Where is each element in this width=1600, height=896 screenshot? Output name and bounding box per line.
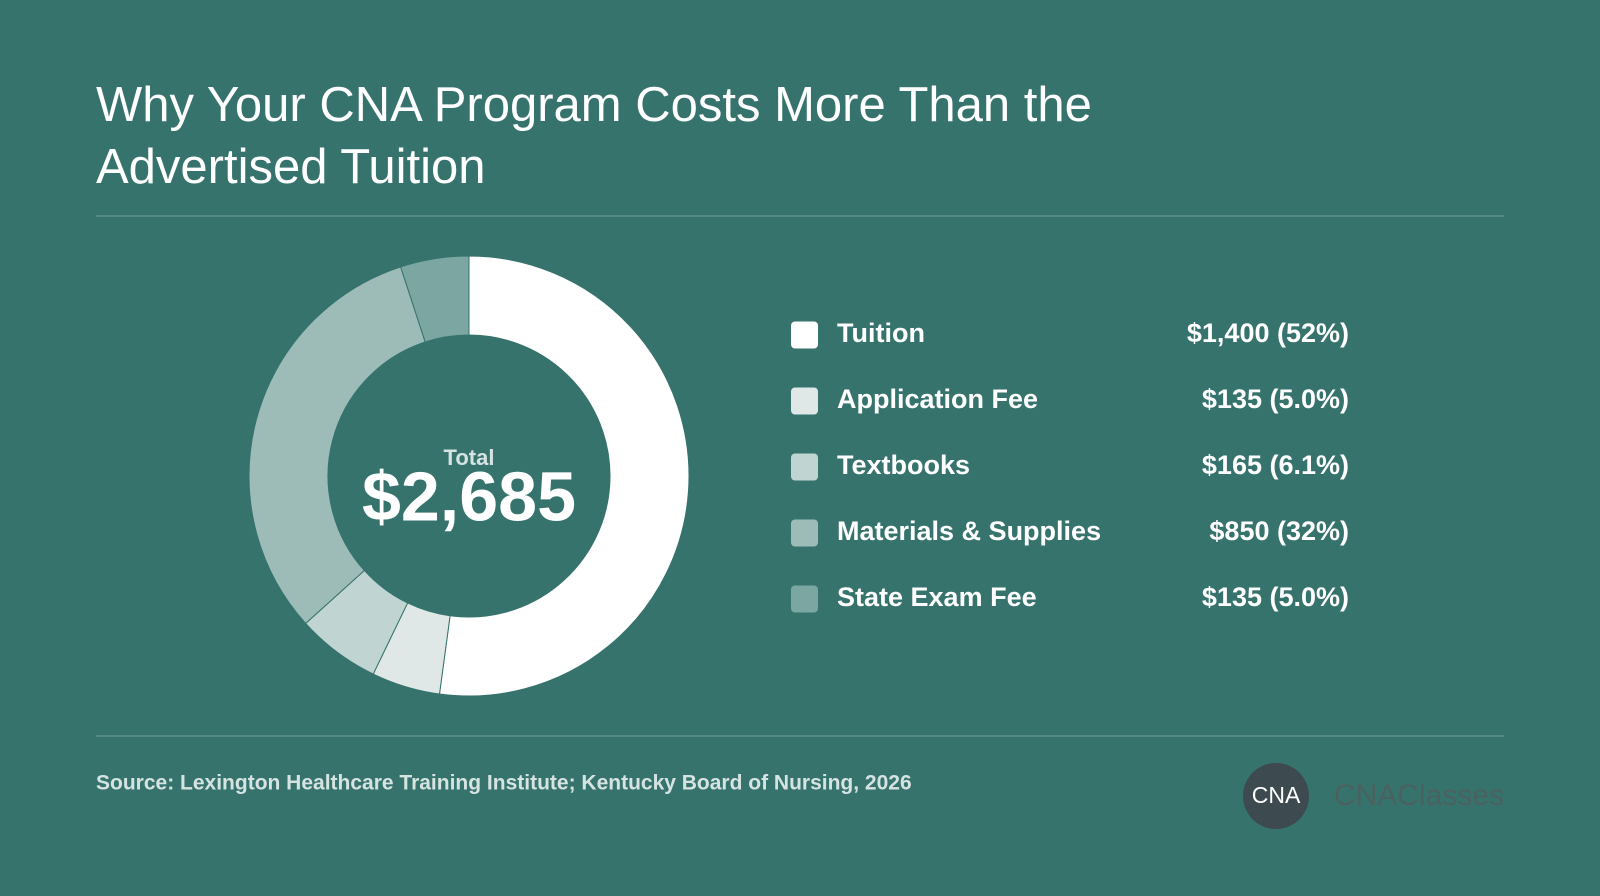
value-label: $135 (5.0%) (1202, 582, 1349, 612)
center-value: $2,685 (362, 457, 576, 535)
donut-slice (248, 266, 426, 625)
value-label: $135 (5.0%) (1202, 384, 1349, 414)
legend-label: Tuition (837, 318, 925, 348)
donut-slice (400, 255, 470, 343)
logo-text: CNA (1252, 782, 1301, 808)
brand-name: CNAClasses (1334, 779, 1504, 812)
chart-title: Why Your CNA Program Costs More Than the… (96, 78, 1092, 194)
legend-swatch (791, 585, 818, 613)
legend-swatch (791, 387, 818, 415)
value-label: $850 (32%) (1209, 516, 1349, 546)
legend-label: Materials & Supplies (837, 516, 1101, 546)
legend-label: Application Fee (837, 384, 1038, 414)
legend-swatch (791, 519, 818, 547)
legend-swatch (791, 453, 818, 481)
legend-label: Textbooks (837, 450, 970, 480)
center-label: Total (444, 445, 495, 470)
legend-swatch (791, 321, 818, 349)
logo-circle (1243, 763, 1309, 829)
donut-slice (438, 255, 690, 697)
source: Source: Lexington Healthcare Training In… (96, 772, 912, 795)
value-label: $1,400 (52%) (1187, 318, 1349, 348)
value-label: $165 (6.1%) (1202, 450, 1349, 480)
legend-label: State Exam Fee (837, 582, 1037, 612)
